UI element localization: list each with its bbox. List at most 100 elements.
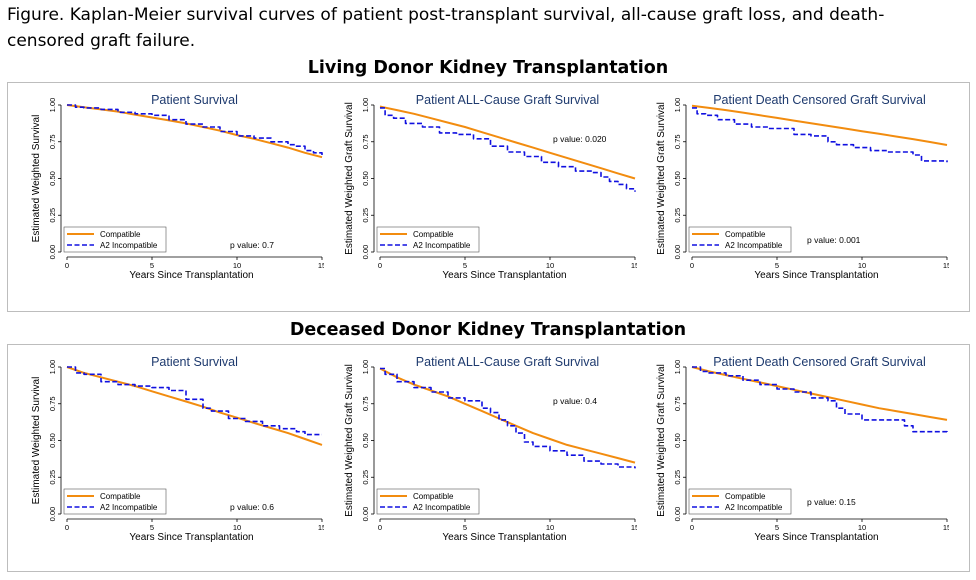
y-tick-label: 1.00 — [48, 98, 57, 113]
y-tick-label: 0.00 — [361, 507, 370, 522]
p-value-label: p value: 0.001 — [807, 235, 861, 245]
x-axis-label: Years Since Transplantation — [754, 270, 878, 281]
legend-entry: Compatible — [100, 230, 141, 239]
series-line-compatible — [66, 104, 323, 159]
km-chart-6: Patient Death Censored Graft Survival 0.0… — [656, 355, 949, 543]
x-tick-label: 0 — [690, 261, 694, 270]
y-tick-label: 0.00 — [673, 245, 682, 260]
x-tick-label: 15 — [318, 261, 324, 270]
figure-caption: Figure. Kaplan-Meier survival curves of … — [7, 5, 885, 51]
legend-entry: A2 Incompatible — [100, 503, 158, 512]
x-tick-label: 10 — [858, 261, 866, 270]
legend-box — [376, 488, 480, 515]
chart-title: Patient Death Censored Graft Survival — [713, 355, 926, 369]
section-title-living: Living Donor Kidney Transplantation — [307, 58, 669, 78]
series-line-compatible — [691, 366, 948, 421]
p-value-label: p value: 0.020 — [553, 134, 607, 144]
y-tick-label: 0.50 — [673, 433, 682, 448]
series-line-a2-incompatible — [692, 366, 948, 434]
y-tick-label: 1.00 — [673, 98, 682, 113]
y-tick-label: 0.50 — [673, 171, 682, 186]
series-line-compatible — [691, 104, 948, 146]
legend-entry: A2 Incompatible — [725, 503, 783, 512]
km-chart-4: Patient Survival 0.00 0.25 0.50 0.75 1.00 0 5 10… — [31, 355, 324, 543]
y-tick-label: 0.25 — [48, 470, 57, 485]
y-axis-label: Estimated Weighted Graft Survival — [656, 102, 667, 255]
y-tick-label: 1.00 — [48, 360, 57, 375]
series-line-a2-incompatible — [67, 366, 322, 436]
series-line-a2-incompatible — [380, 367, 636, 469]
x-axis-label: Years Since Transplantation — [442, 532, 566, 543]
legend-box — [688, 488, 792, 515]
chart-title: Patient ALL-Cause Graft Survival — [416, 355, 599, 369]
y-tick-label: 0.50 — [48, 433, 57, 448]
x-axis-label: Years Since Transplantation — [129, 532, 253, 543]
x-tick-label: 0 — [690, 523, 694, 532]
y-tick-label: 0.75 — [48, 396, 57, 411]
x-tick-label: 10 — [233, 261, 241, 270]
y-tick-label: 0.25 — [48, 208, 57, 223]
series-line-a2-incompatible — [380, 107, 636, 192]
y-tick-label: 0.50 — [48, 171, 57, 186]
x-tick-label: 15 — [943, 261, 949, 270]
x-axis-label: Years Since Transplantation — [442, 270, 566, 281]
series-line-a2-incompatible — [67, 104, 323, 155]
y-tick-label: 0.75 — [361, 134, 370, 149]
x-tick-label: 0 — [378, 523, 382, 532]
legend-entry: Compatible — [413, 230, 454, 239]
y-axis-label: Estimated Weighted Graft Survival — [344, 364, 355, 517]
y-tick-label: 1.00 — [673, 360, 682, 375]
y-axis-label: Estimated Weighted Survival — [31, 377, 42, 505]
legend-entry: Compatible — [413, 492, 454, 501]
legend-entry: Compatible — [725, 230, 766, 239]
legend-box — [63, 226, 167, 253]
y-tick-label: 0.00 — [48, 507, 57, 522]
x-tick-label: 15 — [631, 523, 637, 532]
x-tick-label: 5 — [775, 523, 779, 532]
y-tick-label: 1.00 — [361, 98, 370, 113]
panel-frame-deceased — [7, 344, 970, 572]
y-tick-label: 0.75 — [673, 134, 682, 149]
y-tick-label: 0.25 — [673, 470, 682, 485]
legend-entry: A2 Incompatible — [413, 241, 471, 250]
x-tick-label: 15 — [631, 261, 637, 270]
x-tick-label: 0 — [65, 261, 69, 270]
km-chart-5: Patient ALL-Cause Graft Survival 0.00 0.25… — [344, 355, 637, 543]
y-tick-label: 0.00 — [673, 507, 682, 522]
chart-title: Patient Survival — [151, 355, 238, 369]
chart-title: Patient Survival — [151, 93, 238, 107]
x-tick-label: 0 — [378, 261, 382, 270]
legend-entry: Compatible — [725, 492, 766, 501]
series-line-compatible — [66, 366, 323, 446]
chart-title: Patient ALL-Cause Graft Survival — [416, 93, 599, 107]
y-tick-label: 0.00 — [361, 245, 370, 260]
legend-entry: A2 Incompatible — [100, 241, 158, 250]
p-value-label: p value: 0.7 — [230, 240, 274, 250]
y-tick-label: 0.75 — [48, 134, 57, 149]
y-tick-label: 0.00 — [48, 245, 57, 260]
x-tick-label: 15 — [943, 523, 949, 532]
series-line-a2-incompatible — [692, 107, 948, 163]
legend-entry: A2 Incompatible — [725, 241, 783, 250]
y-tick-label: 0.25 — [361, 208, 370, 223]
p-value-label: p value: 0.4 — [553, 396, 597, 406]
km-chart-2: Patient ALL-Cause Graft Survival 0.00 0.25… — [344, 93, 637, 281]
y-tick-label: 1.00 — [361, 360, 370, 375]
x-tick-label: 10 — [858, 523, 866, 532]
y-axis-label: Estimated Weighted Graft Survival — [656, 364, 667, 517]
series-line-compatible — [379, 105, 636, 180]
p-value-label: p value: 0.6 — [230, 502, 274, 512]
x-tick-label: 10 — [233, 523, 241, 532]
y-tick-label: 0.50 — [361, 433, 370, 448]
chart-title: Patient Death Censored Graft Survival — [713, 93, 926, 107]
x-axis-label: Years Since Transplantation — [754, 532, 878, 543]
x-tick-label: 0 — [65, 523, 69, 532]
y-tick-label: 0.75 — [673, 396, 682, 411]
y-tick-label: 0.75 — [361, 396, 370, 411]
series-line-compatible — [379, 367, 636, 464]
y-tick-label: 0.25 — [361, 470, 370, 485]
x-tick-label: 10 — [546, 261, 554, 270]
x-tick-label: 5 — [150, 523, 154, 532]
x-tick-label: 5 — [463, 523, 467, 532]
y-tick-label: 0.50 — [361, 171, 370, 186]
